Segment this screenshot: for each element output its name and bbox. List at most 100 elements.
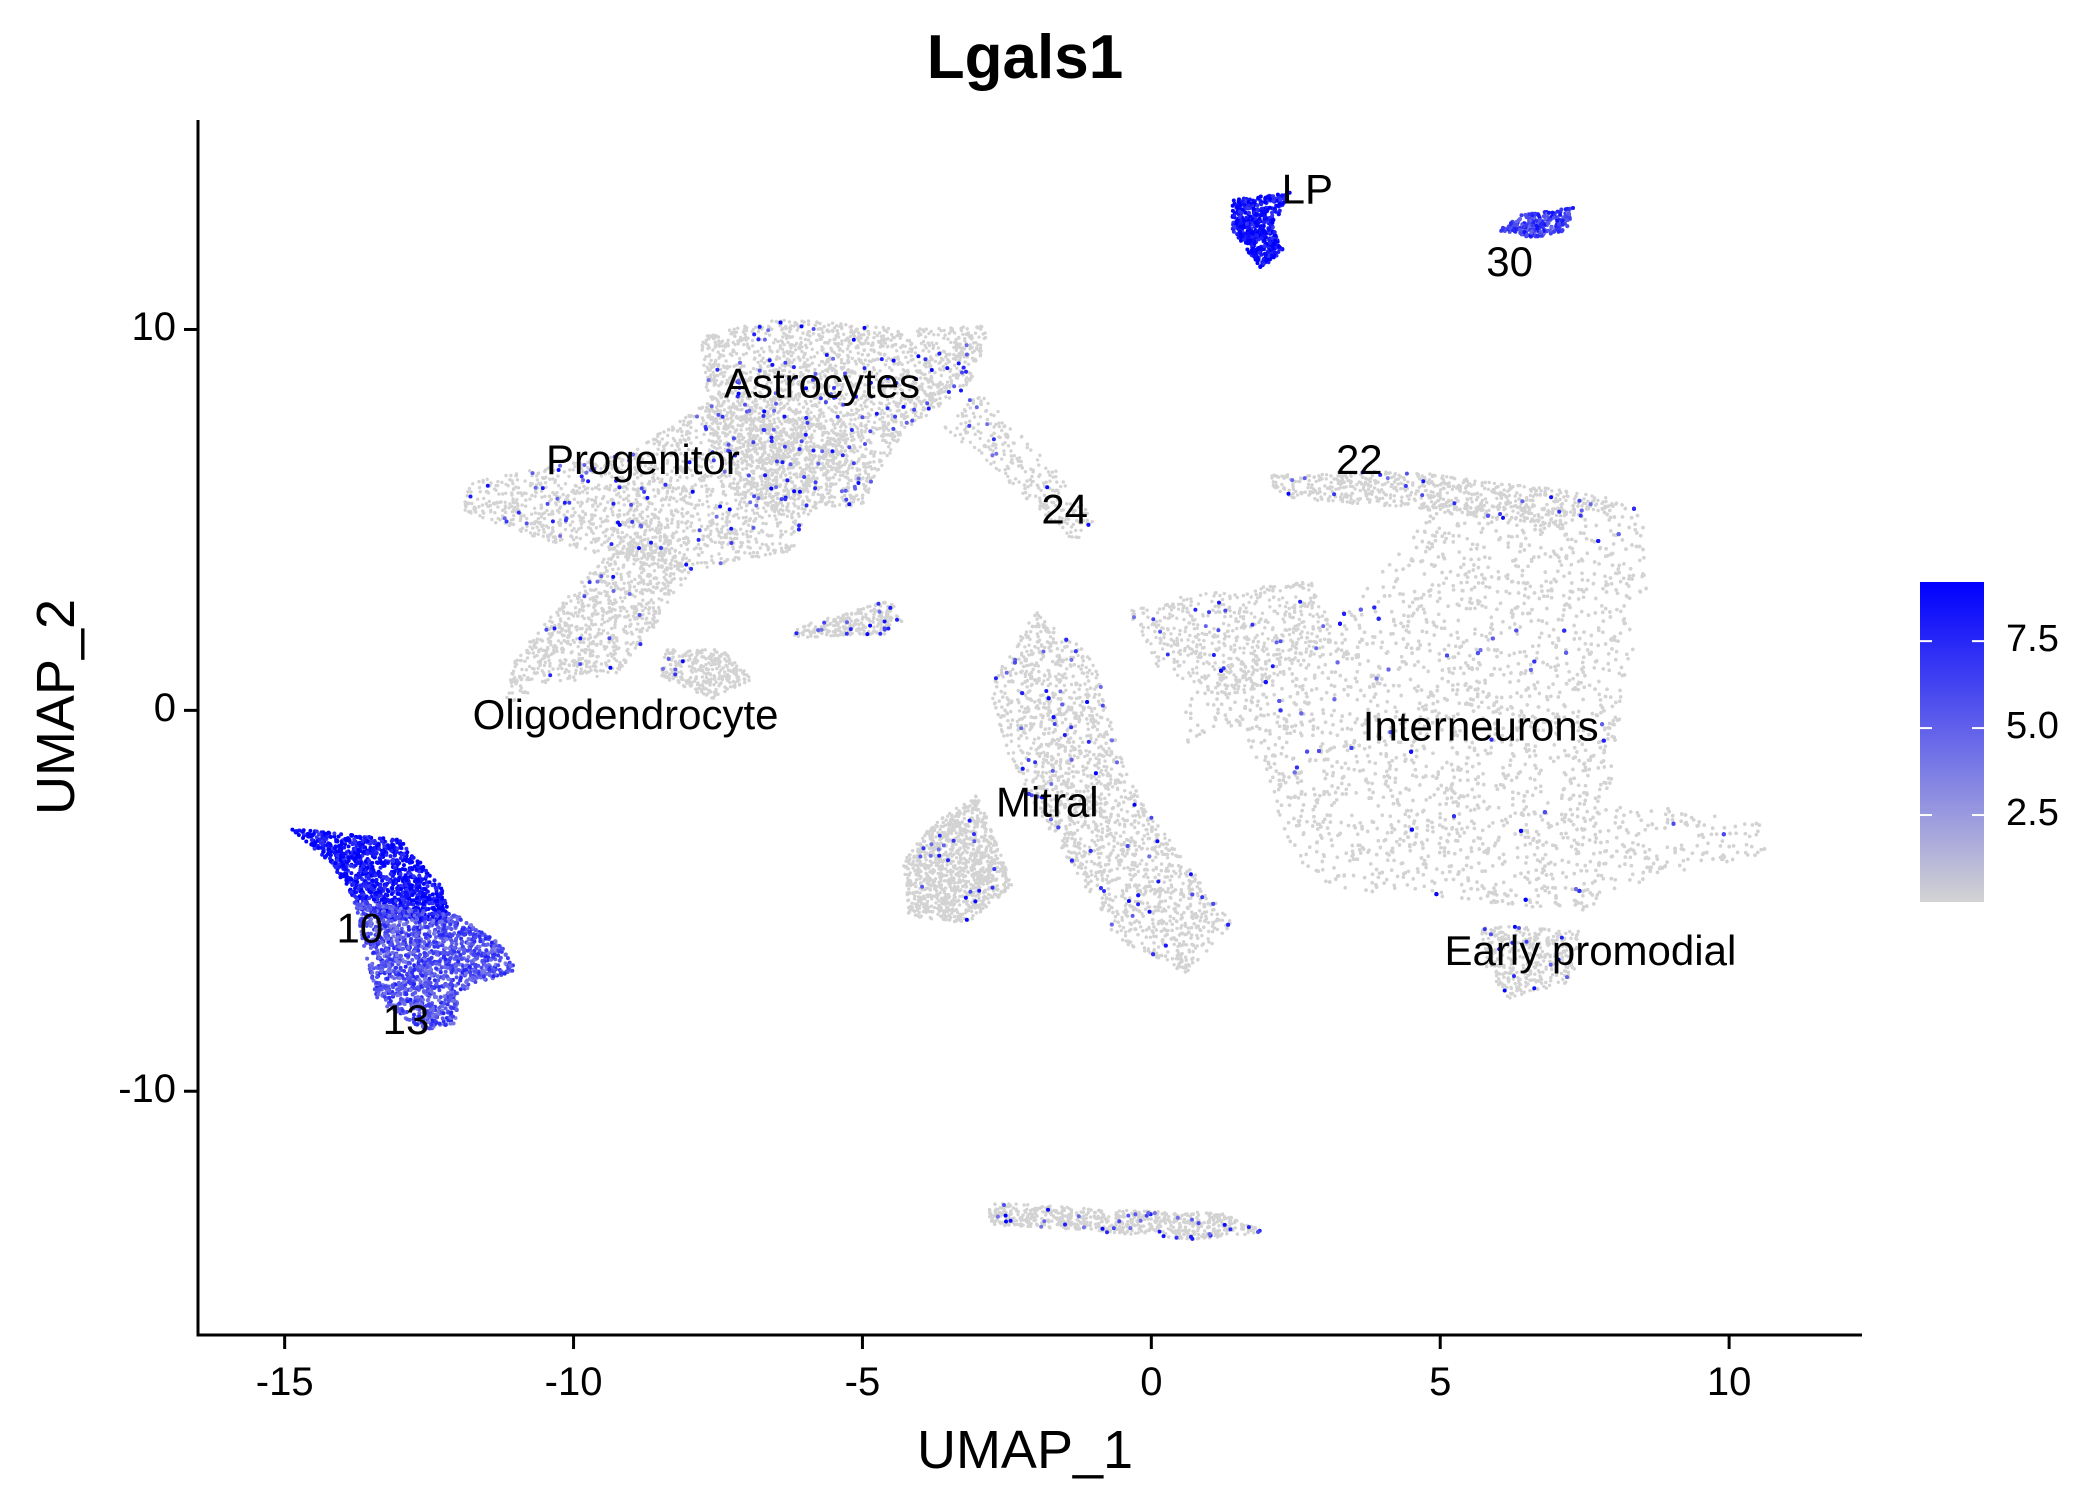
data-point	[724, 493, 727, 496]
data-point	[607, 602, 610, 605]
data-point	[669, 663, 672, 666]
data-point	[920, 385, 923, 388]
data-point	[657, 521, 660, 524]
data-point	[762, 350, 765, 353]
data-point	[766, 457, 769, 460]
data-point	[717, 534, 720, 537]
data-point	[937, 346, 940, 349]
data-point	[809, 509, 812, 512]
data-point	[794, 519, 797, 522]
data-point	[784, 530, 787, 533]
data-point	[572, 507, 575, 510]
data-point	[921, 382, 924, 385]
data-point	[660, 559, 663, 562]
data-point	[537, 632, 540, 635]
data-point	[839, 474, 842, 477]
data-point	[584, 590, 587, 593]
data-point	[623, 536, 626, 539]
data-point	[707, 505, 710, 508]
data-point	[617, 535, 620, 538]
data-point	[932, 405, 935, 408]
data-point	[712, 653, 715, 656]
data-point	[755, 540, 758, 543]
data-point	[704, 342, 707, 345]
data-point	[640, 571, 643, 574]
data-point	[747, 439, 750, 442]
data-point	[720, 527, 723, 530]
data-point	[617, 587, 620, 590]
data-point	[644, 606, 647, 609]
data-point	[717, 552, 720, 555]
data-point	[745, 414, 748, 417]
data-point	[523, 491, 526, 494]
data-point	[906, 351, 909, 354]
data-point	[636, 622, 639, 625]
data-point	[733, 528, 736, 531]
data-point	[779, 535, 782, 538]
data-point	[716, 530, 719, 533]
data-point	[499, 500, 502, 503]
data-point	[849, 331, 852, 334]
data-point	[613, 527, 616, 530]
data-point	[736, 490, 739, 493]
data-point	[525, 649, 528, 652]
data-point	[547, 637, 550, 640]
data-point	[616, 614, 619, 617]
data-point	[537, 512, 540, 515]
data-point	[652, 609, 655, 612]
data-point	[525, 529, 528, 532]
data-point	[742, 478, 745, 481]
data-point	[649, 574, 652, 577]
data-point	[923, 363, 926, 366]
data-point	[653, 495, 656, 498]
data-point	[807, 319, 810, 322]
data-point	[679, 427, 682, 430]
data-point	[610, 586, 613, 589]
data-point	[723, 536, 726, 539]
data-point	[772, 549, 775, 552]
data-point	[715, 523, 718, 526]
data-point	[788, 320, 791, 323]
data-point	[609, 563, 612, 566]
data-point	[535, 491, 538, 494]
data-point	[596, 655, 599, 658]
data-point	[621, 547, 624, 550]
data-point	[594, 486, 597, 489]
data-point	[849, 418, 852, 421]
data-point	[831, 322, 834, 325]
data-point	[526, 676, 529, 679]
data-point	[738, 503, 741, 506]
data-point	[514, 486, 517, 489]
data-point	[639, 503, 642, 506]
data-point	[825, 459, 828, 462]
data-point	[626, 512, 629, 515]
data-point	[722, 349, 725, 352]
data-point	[755, 466, 758, 469]
data-point	[844, 323, 847, 326]
data-point	[755, 554, 758, 557]
data-point	[775, 475, 778, 478]
data-point	[766, 504, 769, 507]
data-point	[632, 562, 635, 565]
data-point	[785, 433, 788, 436]
data-point	[543, 656, 546, 659]
data-point	[777, 448, 780, 451]
data-point	[760, 431, 763, 434]
data-point	[713, 675, 716, 678]
data-point	[970, 346, 973, 349]
data-point	[872, 336, 875, 339]
data-point	[668, 498, 671, 501]
data-point	[766, 411, 769, 414]
data-point	[857, 460, 860, 463]
data-point	[829, 437, 832, 440]
data-point	[627, 494, 630, 497]
data-point	[629, 540, 632, 543]
data-point	[810, 454, 813, 457]
data-point	[838, 470, 841, 473]
data-point	[576, 614, 579, 617]
data-point	[793, 473, 796, 476]
data-point	[733, 331, 736, 334]
data-point	[661, 504, 664, 507]
data-point	[614, 488, 617, 491]
data-point	[709, 533, 712, 536]
